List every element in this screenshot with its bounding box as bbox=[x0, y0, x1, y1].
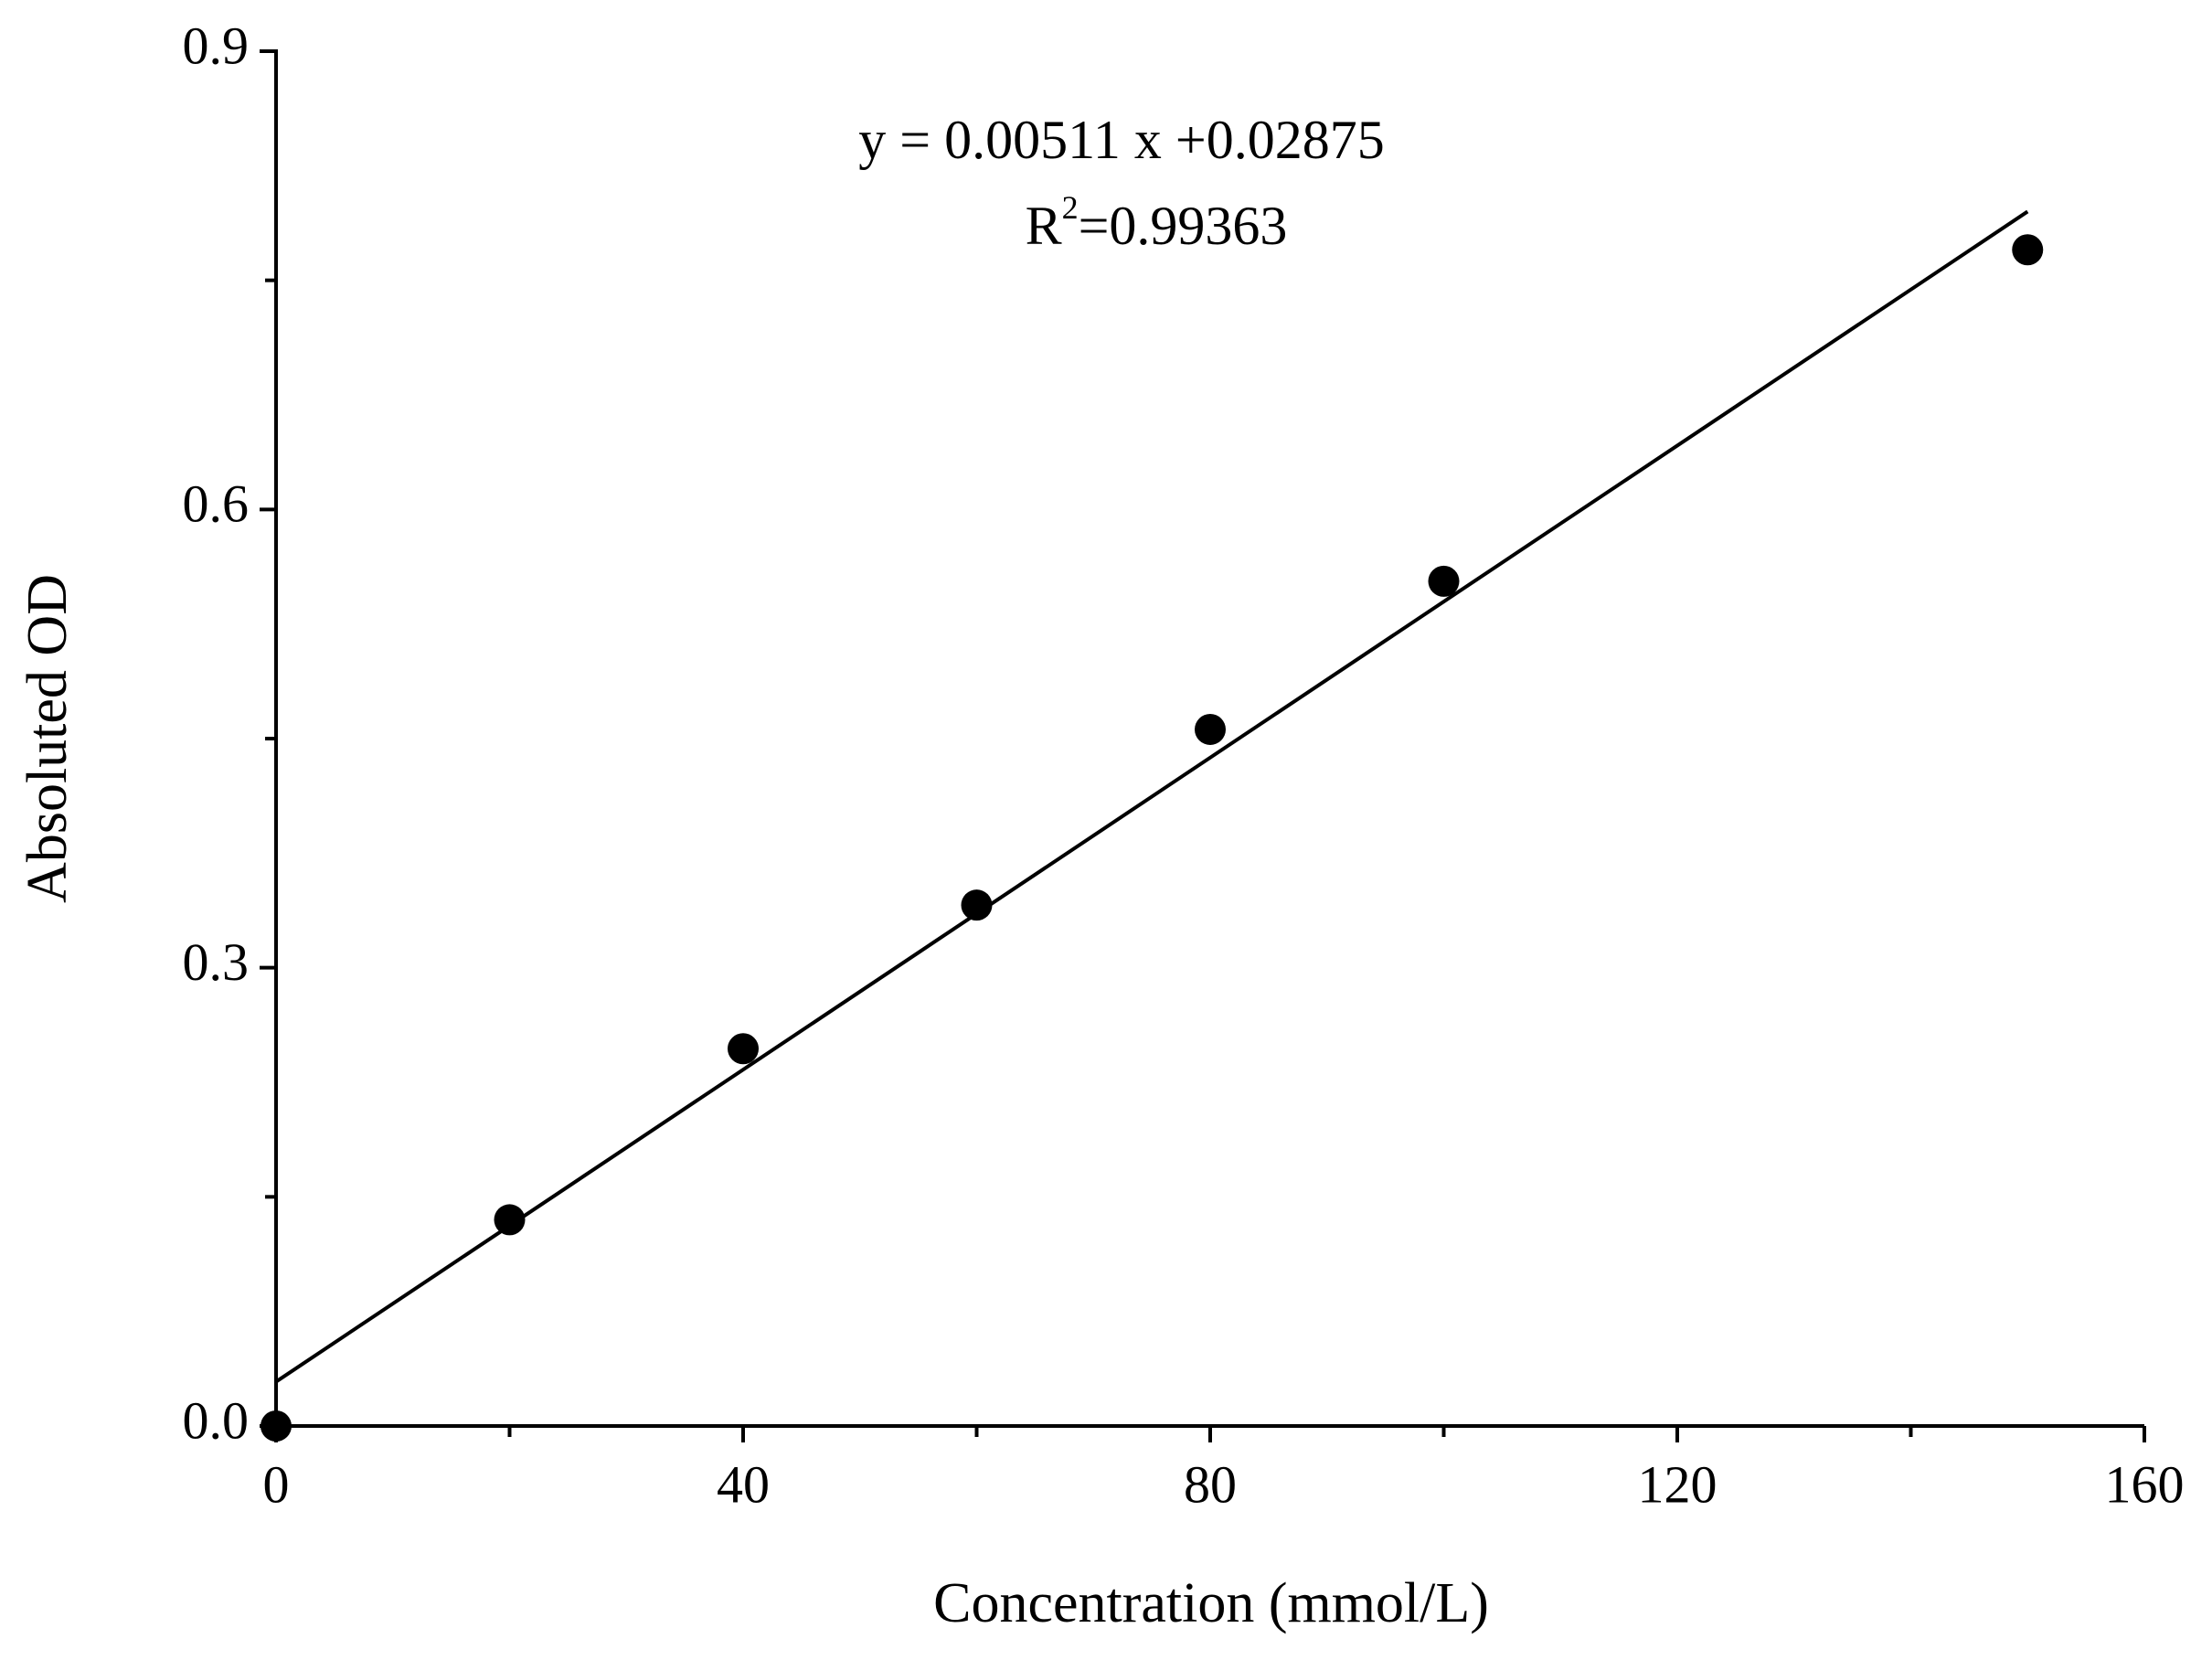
y-axis-title: Absoluted OD bbox=[16, 574, 79, 903]
r-squared: R2=0.99363 bbox=[1026, 189, 1288, 256]
r-base: R bbox=[1026, 196, 1062, 256]
data-point bbox=[2012, 234, 2044, 266]
data-point bbox=[494, 1204, 526, 1236]
x-tick-label: 40 bbox=[717, 1454, 770, 1514]
fit-equation: y = 0.00511 x +0.02875 bbox=[858, 110, 1384, 170]
data-point bbox=[1195, 713, 1226, 745]
x-tick-label: 120 bbox=[1638, 1454, 1717, 1514]
fit-line bbox=[274, 209, 2029, 1384]
r-sup: 2 bbox=[1062, 189, 1079, 226]
data-point bbox=[961, 889, 993, 921]
data-point bbox=[728, 1033, 759, 1065]
y-tick-label: 0.0 bbox=[183, 1390, 250, 1450]
y-tick-label: 0.9 bbox=[183, 16, 250, 75]
x-tick-label: 0 bbox=[263, 1454, 290, 1514]
data-point bbox=[261, 1410, 292, 1442]
x-tick-label: 160 bbox=[2105, 1454, 2185, 1514]
x-tick-label: 80 bbox=[1184, 1454, 1237, 1514]
r-value: =0.99363 bbox=[1079, 196, 1288, 256]
x-axis-title: Concentration (mmol/L) bbox=[933, 1572, 1489, 1634]
y-tick-label: 0.6 bbox=[183, 474, 250, 534]
y-tick-label: 0.3 bbox=[183, 932, 250, 992]
data-point bbox=[1428, 565, 1460, 597]
